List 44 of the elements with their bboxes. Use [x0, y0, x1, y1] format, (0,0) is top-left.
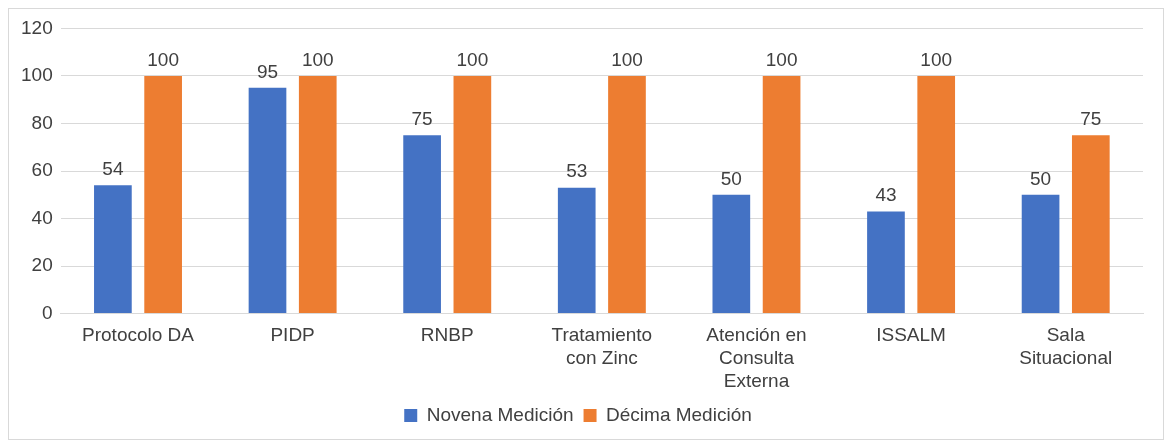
- bar: [917, 75, 956, 314]
- bar: [712, 194, 751, 314]
- bar: [403, 135, 441, 314]
- y-tick-label: 0: [42, 301, 53, 323]
- data-label: 54: [102, 157, 124, 179]
- x-tick-label: Tratamiento con Zinc: [551, 324, 653, 369]
- bar: [298, 75, 337, 314]
- data-label: 100: [301, 48, 334, 70]
- y-tick-label: 100: [21, 64, 53, 86]
- data-label: 50: [720, 167, 742, 189]
- bar: [1071, 135, 1110, 314]
- bar: [557, 187, 596, 314]
- data-label: 50: [1030, 167, 1052, 189]
- y-tick-label: 20: [31, 254, 53, 276]
- bar: [1021, 194, 1060, 314]
- x-tick-label: RNBP: [420, 324, 474, 346]
- bar: [453, 75, 492, 314]
- data-label: 100: [611, 48, 643, 70]
- data-label: 53: [566, 160, 588, 182]
- y-tick-label: 60: [31, 159, 53, 181]
- data-label: 100: [147, 48, 179, 70]
- x-tick-label: Atención en Consulta Externa: [706, 324, 807, 391]
- data-label: 75: [411, 108, 433, 130]
- data-label: 95: [256, 60, 279, 82]
- x-tick-label: Sala Situacional: [1019, 324, 1113, 369]
- data-label: 100: [456, 48, 489, 70]
- bar: [762, 75, 801, 314]
- y-tick-label: 120: [21, 16, 53, 38]
- y-tick-label: 40: [31, 206, 53, 228]
- data-label: 100: [765, 48, 798, 70]
- legend-label: Novena Medición: [426, 403, 574, 425]
- data-label: 100: [920, 48, 953, 70]
- x-tick-label: ISSALM: [876, 324, 946, 346]
- y-tick-label: 80: [31, 111, 53, 133]
- bar: [248, 87, 287, 314]
- bar: [608, 75, 646, 314]
- x-tick-label: Protocolo DA: [82, 324, 195, 346]
- legend-label: Décima Medición: [606, 403, 752, 425]
- bar: [144, 75, 182, 314]
- bar: [867, 211, 905, 314]
- data-label: 43: [875, 184, 897, 206]
- x-tick-label: PIDP: [270, 324, 315, 346]
- bar: [94, 185, 132, 314]
- data-label: 75: [1080, 108, 1102, 130]
